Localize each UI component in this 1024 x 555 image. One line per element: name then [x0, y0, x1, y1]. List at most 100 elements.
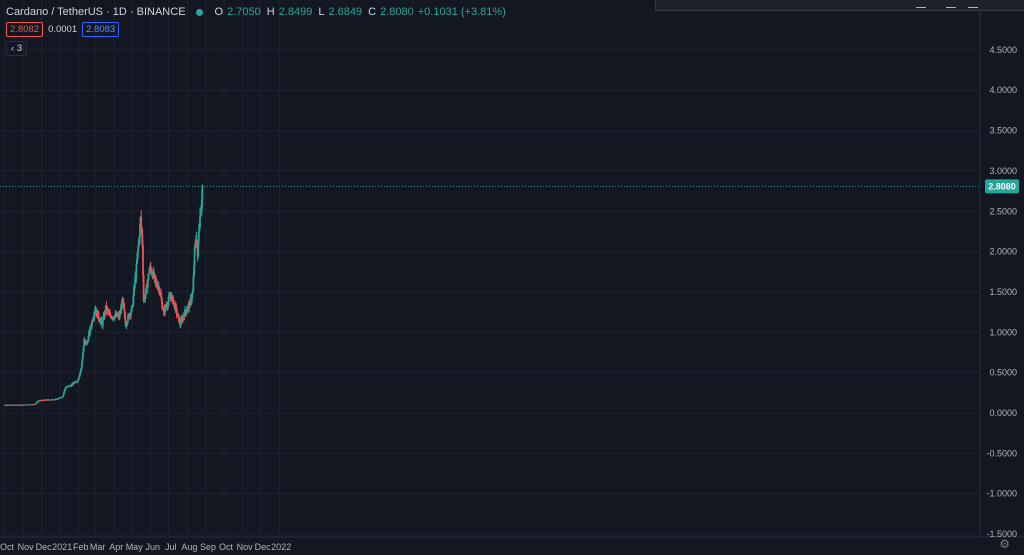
candle-body	[34, 404, 36, 406]
candle-body	[77, 377, 80, 380]
x-tick-label: Jun	[146, 542, 161, 552]
y-tick-label: -0.5000	[986, 448, 1017, 458]
candle-body	[116, 315, 119, 317]
candle-body	[185, 310, 188, 313]
candle-body	[107, 310, 110, 313]
candle-body	[160, 293, 162, 298]
candle-body	[200, 207, 203, 216]
candle-body	[67, 386, 69, 388]
high-label: H	[266, 6, 275, 18]
candle-body	[135, 263, 138, 277]
candle-body	[118, 314, 121, 318]
candle-body	[62, 392, 65, 396]
candle-body	[110, 316, 113, 319]
indicators-toggle[interactable]: ‹ 3	[6, 41, 28, 56]
x-tick-label: Feb	[73, 542, 89, 552]
x-tick-label: Nov	[237, 542, 254, 552]
candle-body	[83, 339, 86, 341]
chart-legend: Cardano / TetherUS · 1D · BINANCE O 2.705…	[6, 6, 506, 18]
candle-body	[143, 297, 146, 301]
candle-body	[199, 216, 201, 228]
candle-body	[134, 276, 137, 278]
candle-body	[136, 259, 138, 264]
candle-body	[179, 320, 182, 326]
candle-body	[145, 288, 147, 295]
candle-body	[198, 227, 201, 231]
candle-body	[140, 227, 143, 235]
candle-body	[158, 291, 161, 294]
low-value: 2.6849	[328, 6, 363, 18]
candle-body	[82, 351, 84, 359]
y-tick-label: 0.0000	[989, 408, 1017, 418]
candle-body	[91, 321, 94, 322]
candle-body	[194, 242, 197, 244]
market-status-icon	[195, 8, 203, 16]
candle-body	[167, 301, 170, 306]
candle-body	[139, 223, 141, 238]
candle-body	[61, 396, 64, 398]
layout-icon[interactable]	[946, 0, 956, 8]
x-tick-label: Aug	[181, 542, 197, 552]
x-tick-label: May	[126, 542, 144, 552]
candle-body	[180, 318, 183, 325]
candle-body	[83, 339, 86, 347]
candle-body	[157, 287, 159, 289]
candle-body	[191, 293, 194, 299]
candle-body	[134, 276, 137, 284]
candle-body	[155, 280, 158, 283]
candle-body	[172, 296, 174, 305]
candle-body	[116, 313, 119, 317]
candle-body	[136, 251, 139, 260]
candle-body	[35, 402, 38, 404]
candle-body	[81, 358, 84, 364]
candle-body	[161, 300, 164, 309]
candle-body	[80, 368, 83, 371]
candle-body	[140, 217, 143, 228]
candle-body	[137, 246, 140, 252]
candle-body	[137, 239, 140, 247]
x-tick-label: Oct	[219, 542, 234, 552]
low-label: L	[318, 6, 325, 18]
candle-body	[131, 304, 134, 306]
last-price-badge	[985, 179, 1019, 194]
sell-button[interactable]: 2.8082	[6, 22, 44, 37]
candle-body	[170, 295, 173, 299]
candle-body	[73, 383, 75, 385]
candle-body	[201, 186, 204, 200]
candle-body	[182, 316, 185, 321]
candle-body	[106, 308, 109, 311]
quote-row: 2.8082 0.0001 2.8083	[6, 22, 120, 37]
settings-gear-icon[interactable]: ⚙	[999, 537, 1010, 551]
candle-body	[193, 247, 196, 267]
candle-body	[101, 320, 104, 327]
candle-body	[125, 323, 128, 325]
candle-body	[51, 399, 54, 401]
candle-body	[46, 400, 48, 401]
candle-body	[166, 305, 169, 307]
layout-icon[interactable]	[916, 0, 926, 8]
candle-body	[85, 343, 88, 345]
candle-body	[122, 298, 125, 303]
candle-body	[167, 297, 170, 302]
candle-body	[199, 215, 202, 217]
candle-body	[68, 385, 71, 387]
candle-body	[200, 199, 203, 208]
candle-body	[158, 287, 161, 292]
candle-body	[94, 309, 97, 311]
buy-button[interactable]: 2.8083	[82, 22, 120, 37]
candle-body	[82, 346, 85, 352]
layout-icon[interactable]	[968, 0, 978, 8]
candle-body	[79, 370, 82, 373]
candle-body	[73, 382, 76, 384]
symbol-title[interactable]: Cardano / TetherUS · 1D · BINANCE	[6, 6, 186, 18]
top-toolbar[interactable]	[655, 0, 1024, 11]
candle-body	[86, 341, 89, 343]
candle-body	[175, 307, 178, 314]
candle-body	[36, 401, 39, 403]
candle-body	[119, 313, 122, 315]
candle-body	[152, 271, 155, 278]
candle-body	[76, 380, 79, 382]
candle-body	[197, 242, 200, 257]
candle-body	[130, 307, 133, 312]
